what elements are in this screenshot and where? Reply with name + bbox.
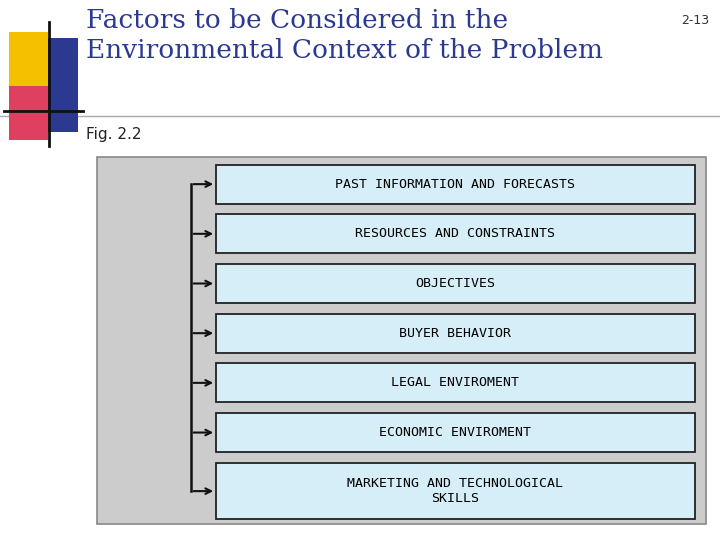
Text: BUYER BEHAVIOR: BUYER BEHAVIOR [400, 327, 511, 340]
Text: PAST INFORMATION AND FORECASTS: PAST INFORMATION AND FORECASTS [336, 178, 575, 191]
Text: Fig. 2.2: Fig. 2.2 [86, 127, 142, 142]
Bar [35, 38, 78, 132]
Bar [216, 463, 695, 519]
Bar [216, 264, 695, 303]
Text: ECONOMIC ENVIROMENT: ECONOMIC ENVIROMENT [379, 426, 531, 439]
Bar [97, 157, 706, 524]
Text: 2-13: 2-13 [681, 14, 709, 26]
Bar [216, 214, 695, 253]
Text: RESOURCES AND CONSTRAINTS: RESOURCES AND CONSTRAINTS [356, 227, 555, 240]
Text: OBJECTIVES: OBJECTIVES [415, 277, 495, 290]
Bar [216, 165, 695, 204]
Bar [216, 314, 695, 353]
Bar [9, 86, 48, 140]
Text: MARKETING AND TECHNOLOGICAL
SKILLS: MARKETING AND TECHNOLOGICAL SKILLS [348, 477, 564, 505]
Bar [216, 413, 695, 452]
Bar [216, 363, 695, 402]
Text: LEGAL ENVIROMENT: LEGAL ENVIROMENT [392, 376, 519, 389]
Bar [9, 32, 48, 86]
Text: Factors to be Considered in the
Environmental Context of the Problem: Factors to be Considered in the Environm… [86, 8, 603, 63]
